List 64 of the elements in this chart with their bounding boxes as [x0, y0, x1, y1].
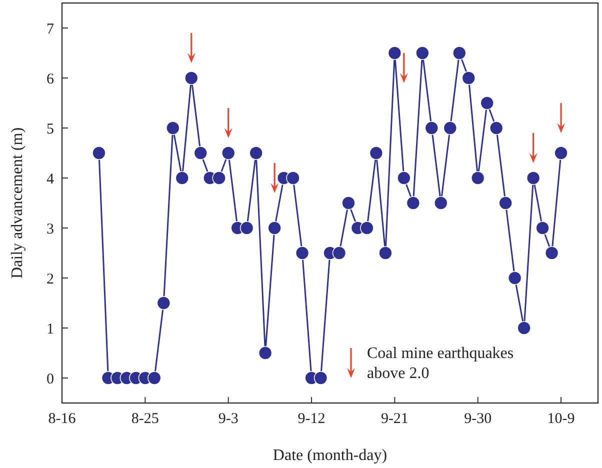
point	[544, 246, 559, 260]
point	[224, 128, 232, 138]
y-tick-label: 4	[46, 171, 54, 188]
point	[400, 73, 408, 83]
point	[443, 121, 458, 135]
x-tick-label: 8-16	[48, 411, 76, 427]
point	[212, 171, 226, 185]
x-tick-label: 9-30	[464, 411, 492, 427]
point	[166, 121, 180, 135]
y-tick-label: 3	[46, 221, 54, 238]
point	[452, 46, 466, 60]
point	[557, 123, 566, 133]
y-axis-title: Daily advancement (m)	[9, 127, 26, 279]
x-tick-label: 9-21	[380, 411, 408, 427]
point	[286, 171, 300, 185]
point	[270, 183, 279, 193]
point	[508, 271, 522, 285]
point	[498, 196, 512, 210]
point	[388, 46, 402, 60]
point	[360, 221, 374, 235]
point	[295, 246, 310, 260]
point	[554, 146, 568, 160]
point	[184, 71, 198, 85]
y-tick-label: 1	[46, 321, 54, 338]
point	[470, 171, 485, 185]
point	[526, 171, 540, 185]
legend-label: Coal mine earthquakes above 2.0	[367, 345, 514, 382]
point	[148, 371, 162, 385]
point	[332, 246, 346, 260]
y-tick-label: 7	[46, 21, 54, 38]
point	[258, 346, 272, 360]
y-tick-label: 0	[46, 371, 54, 388]
point	[221, 146, 236, 160]
point	[462, 71, 476, 85]
point	[424, 121, 439, 135]
point	[406, 196, 420, 210]
point	[175, 171, 190, 185]
point	[187, 53, 196, 63]
point	[314, 371, 328, 385]
point	[92, 146, 106, 160]
point	[517, 321, 531, 335]
point	[369, 146, 384, 160]
x-tick-label: 10-9	[547, 411, 575, 427]
point	[156, 296, 171, 310]
point	[480, 96, 494, 110]
point	[194, 146, 208, 160]
point	[378, 246, 392, 260]
y-tick-label: 2	[46, 271, 54, 288]
point	[489, 121, 504, 135]
x-tick-label: 9-3	[218, 411, 238, 427]
point	[434, 196, 448, 210]
y-tick-label: 5	[46, 121, 54, 138]
x-axis-title: Date (month-day)	[272, 447, 388, 464]
point	[249, 146, 263, 160]
point	[536, 221, 550, 235]
point	[240, 221, 254, 235]
point	[529, 153, 538, 163]
point	[397, 171, 411, 185]
x-tick-label: 8-25	[131, 411, 159, 427]
y-tick-label: 6	[46, 71, 54, 88]
point	[268, 221, 282, 235]
point	[416, 46, 430, 60]
x-tick-label: 9-12	[298, 411, 326, 427]
point	[342, 196, 356, 210]
